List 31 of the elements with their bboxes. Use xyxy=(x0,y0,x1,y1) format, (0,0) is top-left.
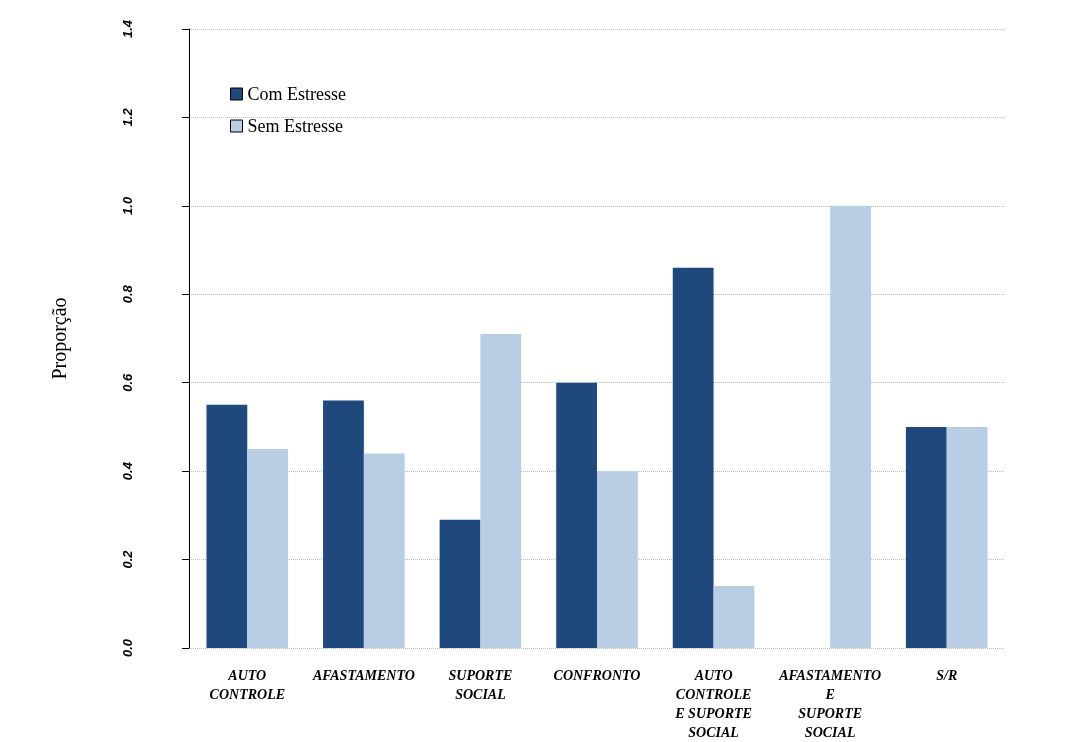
bar xyxy=(439,519,481,648)
y-tick-label: 1.4 xyxy=(120,19,135,39)
x-tick-label: AFASTAMENTO E SUPORTE SOCIAL xyxy=(778,668,882,740)
x-tick-label: AFASTAMENTO xyxy=(311,668,415,683)
bar xyxy=(247,449,289,648)
bar xyxy=(830,205,871,648)
bar xyxy=(713,586,755,648)
x-tick-label: CONFRONTO xyxy=(553,668,641,683)
y-tick-label: 0.0 xyxy=(120,638,135,658)
y-tick-label: 0.4 xyxy=(120,461,135,481)
x-tick-label: AUTO CONTROLE E SUPORTE SOCIAL xyxy=(674,668,752,740)
bar xyxy=(206,404,248,648)
y-tick-label: 1.0 xyxy=(120,196,135,215)
bar xyxy=(556,382,597,648)
y-tick-label: 0.6 xyxy=(120,372,135,392)
x-tick-label: AUTO CONTROLE xyxy=(209,668,286,702)
y-tick-label: 1.2 xyxy=(120,107,135,127)
bar xyxy=(323,400,364,648)
legend-label: Com Estresse xyxy=(247,84,346,104)
bar xyxy=(480,334,522,648)
y-tick-label: 0.8 xyxy=(120,284,135,304)
bar xyxy=(597,471,638,648)
legend-label: Sem Estresse xyxy=(247,116,343,136)
x-tick-label: SUPORTE SOCIAL xyxy=(448,668,513,702)
x-tick-label: S/R xyxy=(936,668,958,683)
bar xyxy=(905,426,947,648)
bar xyxy=(946,426,988,648)
bar xyxy=(363,453,405,648)
y-tick-label: 0.2 xyxy=(120,549,135,569)
y-axis-title: Proporção xyxy=(48,297,71,380)
bar xyxy=(672,267,714,648)
